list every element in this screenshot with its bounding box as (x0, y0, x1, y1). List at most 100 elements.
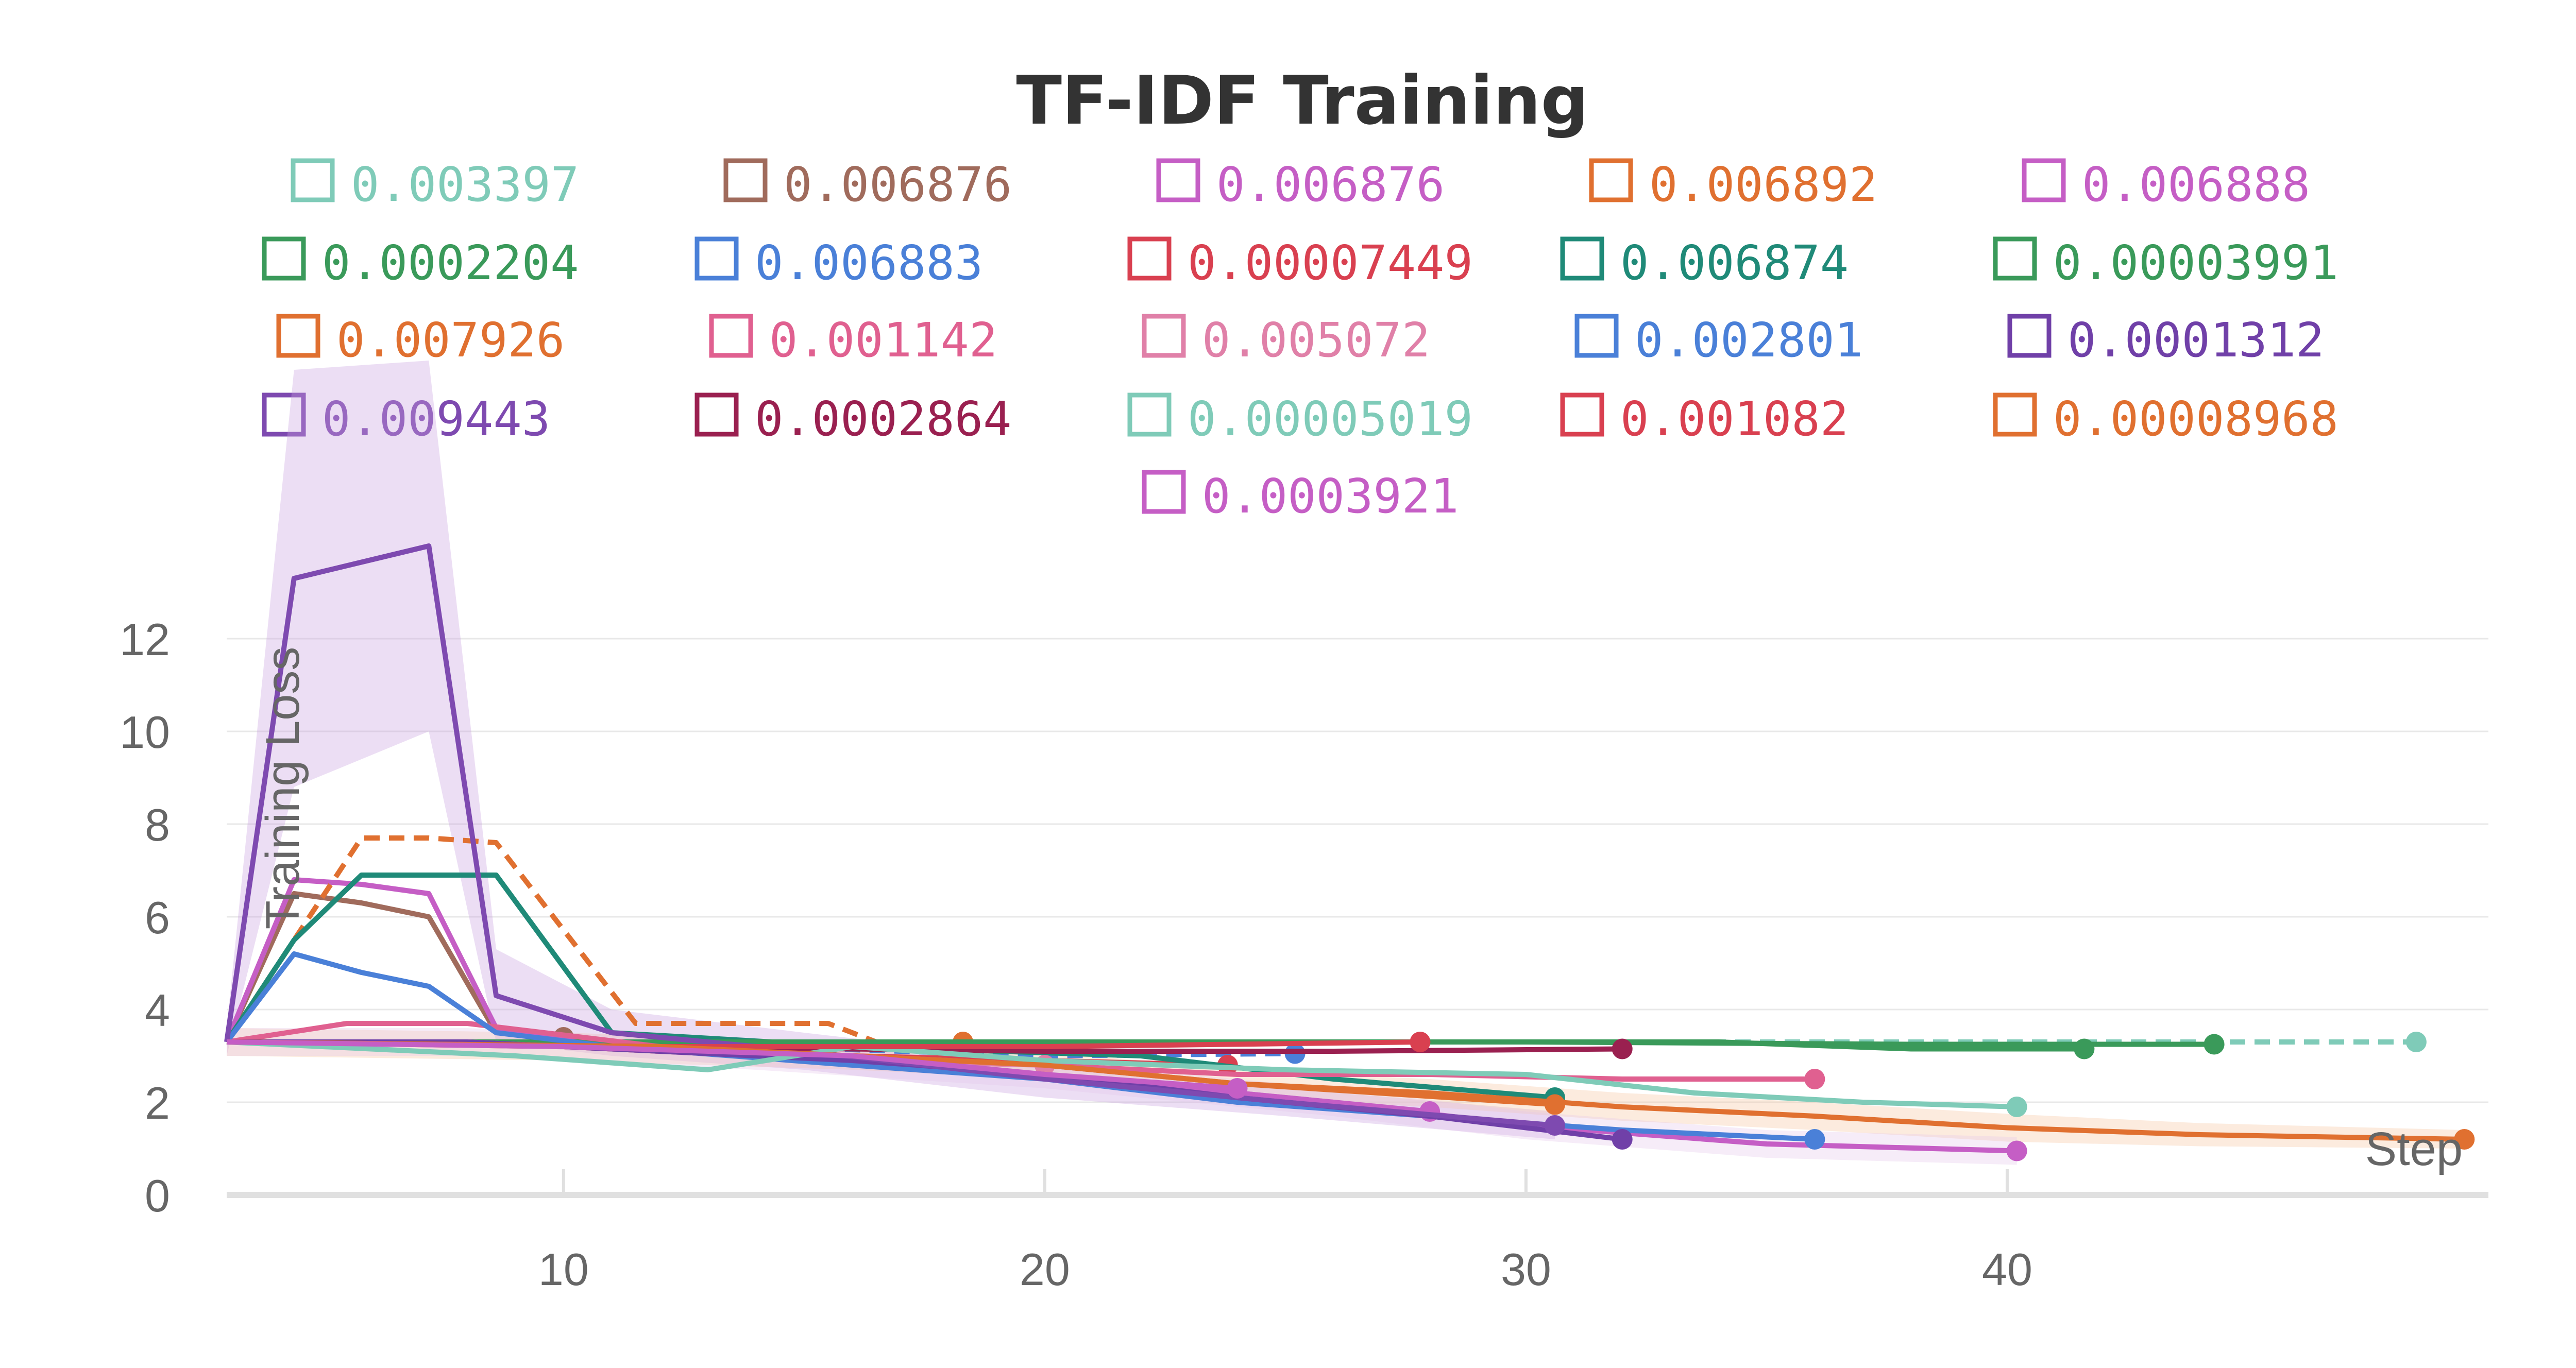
legend-label: 0.001142 (769, 313, 997, 368)
chart-title: TF-IDF Training (1016, 61, 1588, 140)
y-tick-label: 8 (145, 799, 170, 850)
confidence-band (227, 361, 1555, 1139)
x-tick-label: 10 (538, 1244, 589, 1295)
legend-item[interactable]: 0.0001312 (2007, 313, 2325, 368)
series-line (224, 835, 963, 1045)
legend-swatch (1560, 236, 1604, 281)
legend-swatch (2007, 314, 2052, 358)
series-endpoint (1804, 1129, 1825, 1150)
legend-label: 0.007926 (336, 313, 565, 368)
legend-item[interactable]: 0.001082 (1560, 391, 1849, 447)
x-tick-label: 20 (1020, 1244, 1070, 1295)
series-endpoint (2405, 1032, 2427, 1052)
x-axis-label: Step (2365, 1123, 2463, 1175)
legend-swatch (1560, 392, 1604, 437)
x-tick-label: 40 (1982, 1244, 2032, 1295)
legend-item[interactable]: 0.00005019 (1127, 391, 1473, 447)
legend-label: 0.005072 (1202, 313, 1430, 368)
legend-item[interactable]: 0.00003991 (1993, 235, 2338, 290)
legend-item[interactable]: 0.006874 (1560, 235, 1849, 290)
legend-label: 0.001082 (1620, 391, 1849, 447)
legend-label: 0.006874 (1620, 235, 1849, 290)
legend-item[interactable]: 0.0002864 (694, 391, 1012, 447)
legend-item[interactable]: 0.006892 (1589, 157, 1877, 212)
legend-item[interactable]: 0.00007449 (1127, 235, 1473, 290)
legend-label: 0.0002864 (755, 391, 1012, 447)
legend-label: 0.00008968 (2053, 391, 2338, 447)
legend-label: 0.006876 (784, 157, 1012, 212)
legend-swatch (1993, 392, 2037, 437)
series-endpoint (1544, 1115, 1565, 1136)
legend-swatch (723, 158, 768, 202)
y-tick-label: 2 (145, 1078, 170, 1128)
legend-item[interactable]: 0.009443 (262, 391, 550, 447)
legend-item[interactable]: 0.006883 (694, 235, 983, 290)
legend-swatch (1142, 314, 1186, 358)
legend-swatch (2022, 158, 2066, 202)
y-tick-label: 0 (145, 1170, 170, 1221)
legend: 0.003397 0.006876 0.006876 0.006892 0.006888… (262, 157, 2338, 524)
legend-item[interactable]: 0.007926 (276, 313, 565, 368)
series-endpoint (2204, 1034, 2225, 1055)
y-axis-label: Training Loss (257, 647, 309, 930)
legend-label: 0.002801 (1635, 313, 1863, 368)
legend-label: 0.0001312 (2067, 313, 2325, 368)
y-tick-label: 6 (145, 892, 170, 943)
legend-swatch (1574, 314, 1619, 358)
series-endpoint (1612, 1129, 1633, 1150)
axes (227, 1169, 2488, 1198)
y-tick-label: 12 (120, 614, 170, 665)
series-endpoint (1410, 1032, 1431, 1052)
legend-item[interactable]: 0.00008968 (1993, 391, 2338, 447)
legend-swatch (709, 314, 753, 358)
legend-label: 0.0003921 (1202, 469, 1459, 524)
legend-swatch (291, 158, 335, 202)
legend-swatch (1127, 236, 1172, 281)
legend-label: 0.006883 (755, 235, 983, 290)
series-line (224, 543, 1555, 1128)
tick-labels: 0 2 4 6 8 10 12 10 20 30 40 (120, 614, 2032, 1295)
legend-swatch (262, 392, 306, 437)
grid (227, 638, 2488, 1103)
y-tick-label: 4 (145, 985, 170, 1036)
series-endpoint (1227, 1078, 1248, 1099)
legend-item[interactable]: 0.003397 (291, 157, 579, 212)
legend-label: 0.006876 (1216, 157, 1445, 212)
legend-label: 0.00007449 (1188, 235, 1473, 290)
legend-label: 0.0002204 (322, 235, 579, 290)
legend-label: 0.009443 (322, 391, 550, 447)
series-line (226, 1039, 2017, 1109)
legend-swatch (276, 314, 320, 358)
series-endpoint (1804, 1069, 1825, 1089)
legend-swatch (1589, 158, 1633, 202)
series-endpoint (2454, 1129, 2475, 1150)
legend-label: 0.006892 (1649, 157, 1877, 212)
legend-swatch (1127, 392, 1172, 437)
series-line (226, 1039, 1238, 1091)
legend-label: 0.00003991 (2053, 235, 2338, 290)
series-endpoint (2006, 1097, 2027, 1117)
legend-item[interactable]: 0.006888 (2022, 157, 2310, 212)
legend-swatch (694, 392, 739, 437)
legend-swatch (262, 236, 306, 281)
legend-item[interactable]: 0.005072 (1142, 313, 1430, 368)
legend-swatch (694, 236, 739, 281)
y-tick-label: 10 (120, 707, 170, 758)
legend-label: 0.006888 (2082, 157, 2310, 212)
legend-item[interactable]: 0.006876 (1156, 157, 1445, 212)
legend-item[interactable]: 0.006876 (723, 157, 1012, 212)
series-endpoint (1544, 1094, 1565, 1115)
legend-item[interactable]: 0.001142 (709, 313, 997, 368)
legend-swatch (1156, 158, 1200, 202)
series-endpoint (2074, 1038, 2095, 1059)
series-lines (224, 543, 2475, 1161)
legend-item[interactable]: 0.0002204 (262, 235, 579, 290)
series-endpoint (2006, 1140, 2027, 1161)
legend-item[interactable]: 0.0003921 (1142, 469, 1459, 524)
x-tick-label: 30 (1501, 1244, 1551, 1295)
legend-item[interactable]: 0.002801 (1574, 313, 1863, 368)
legend-swatch (1142, 470, 1186, 514)
series-endpoint (1612, 1038, 1633, 1059)
legend-swatch (1993, 236, 2037, 281)
